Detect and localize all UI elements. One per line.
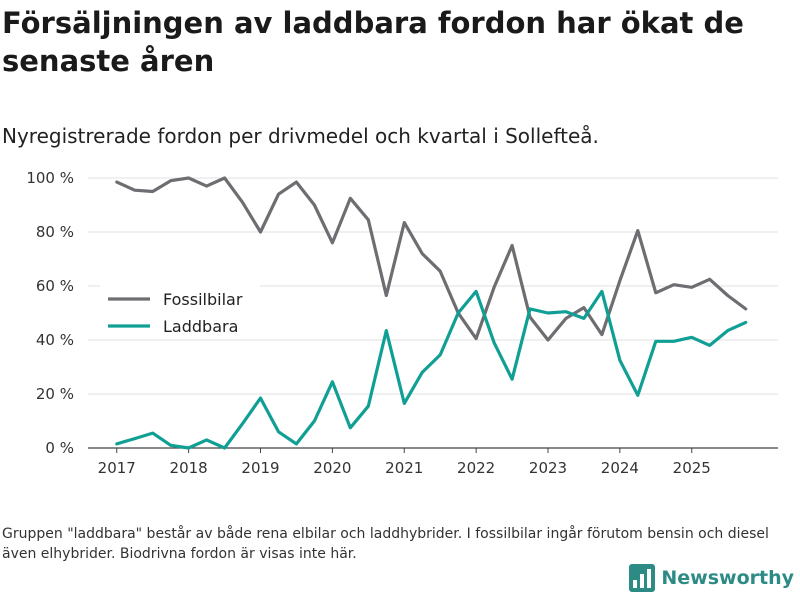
legend-background (100, 276, 260, 338)
y-axis-ticks: 0 % 20 % 40 % 60 % 80 % 100 % (26, 169, 74, 457)
y-tick-label: 80 % (36, 223, 74, 241)
x-tick-label: 2025 (673, 459, 711, 477)
x-tick-label: 2019 (241, 459, 279, 477)
bar-chart-logo-icon (629, 564, 656, 592)
x-tick-label: 2021 (385, 459, 423, 477)
brand-logo: Newsworthy (629, 564, 794, 592)
series-line-fossilbilar (115, 176, 748, 342)
x-tick-label: 2017 (98, 459, 136, 477)
chart-subtitle: Nyregistrerade fordon per drivmedel och … (2, 124, 599, 148)
y-tick-label: 40 % (36, 331, 74, 349)
series-line-laddbara (115, 289, 748, 450)
x-tick-label: 2023 (529, 459, 567, 477)
x-tick-label: 2018 (170, 459, 208, 477)
y-tick-label: 20 % (36, 385, 74, 403)
x-tick-label: 2020 (313, 459, 351, 477)
x-tick-label: 2024 (601, 459, 639, 477)
legend: Fossilbilar Laddbara (100, 276, 260, 338)
x-axis-ticks: 2017 2018 2019 2020 2021 2022 2023 2024 2025 (98, 448, 711, 477)
chart-title: Försäljningen av laddbara fordon har öka… (2, 6, 744, 78)
brand-name: Newsworthy (661, 567, 794, 589)
footnote: Gruppen "laddbara" består av både rena e… (2, 526, 769, 562)
series-lines (115, 176, 748, 450)
line-chart: 0 % 20 % 40 % 60 % 80 % 100 % 2017 2018 2019 202… (26, 169, 778, 477)
y-tick-label: 60 % (36, 277, 74, 295)
legend-label: Laddbara (163, 317, 238, 336)
x-tick-label: 2022 (457, 459, 495, 477)
legend-label: Fossilbilar (163, 290, 243, 309)
y-tick-label: 100 % (26, 169, 74, 187)
y-tick-label: 0 % (45, 439, 74, 457)
